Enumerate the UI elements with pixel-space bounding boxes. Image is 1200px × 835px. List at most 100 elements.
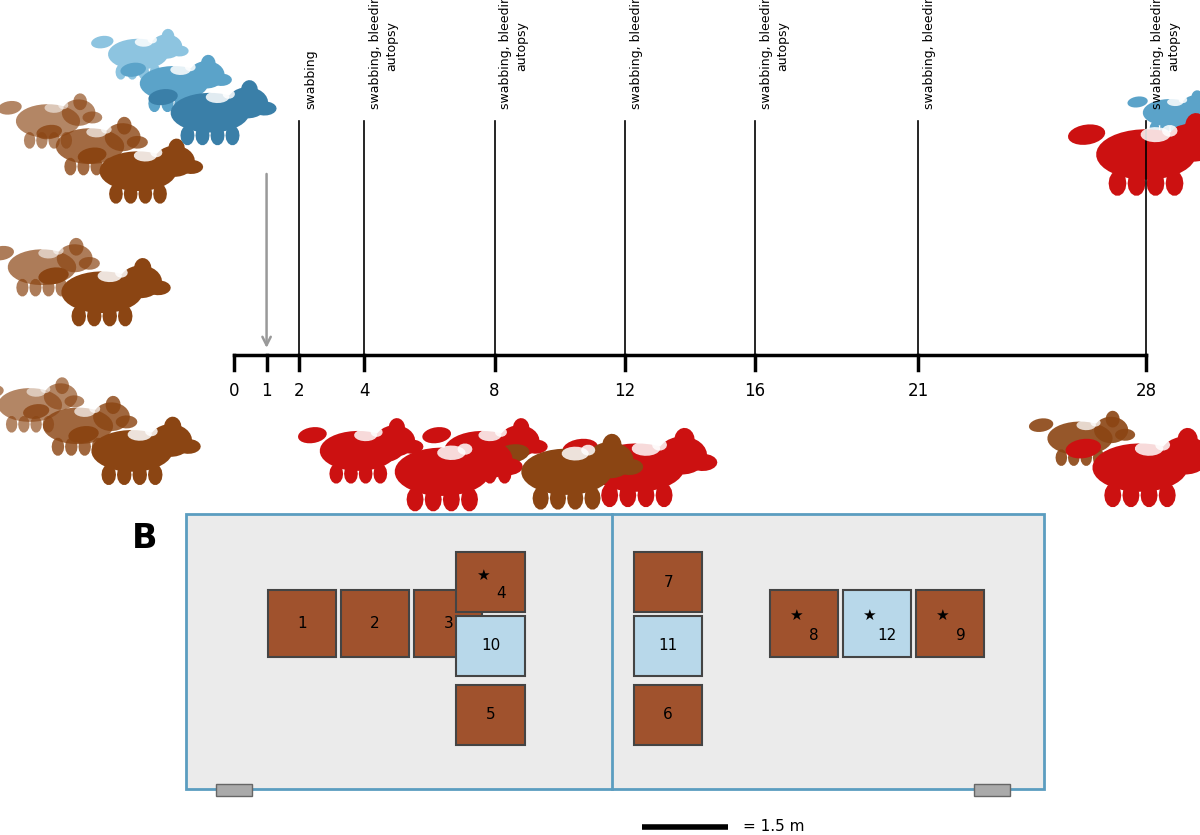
Polygon shape [563,438,598,458]
Polygon shape [91,430,173,472]
Polygon shape [168,139,185,159]
Polygon shape [586,442,634,478]
Polygon shape [150,424,192,457]
Polygon shape [1093,449,1104,466]
Polygon shape [463,441,512,478]
Polygon shape [72,306,86,326]
Polygon shape [619,483,636,507]
Text: 11: 11 [659,638,678,653]
Polygon shape [206,91,229,103]
Polygon shape [65,395,84,407]
Polygon shape [52,438,64,456]
Polygon shape [1165,171,1183,195]
Polygon shape [344,464,358,483]
Polygon shape [134,258,151,279]
Polygon shape [480,432,500,456]
Text: 6: 6 [664,707,673,722]
Polygon shape [1141,127,1170,142]
Polygon shape [36,132,48,149]
Polygon shape [498,464,511,483]
Polygon shape [550,487,566,509]
Polygon shape [43,407,113,444]
Polygon shape [1159,483,1176,507]
Polygon shape [174,95,187,112]
Polygon shape [1066,438,1102,458]
Polygon shape [188,61,224,89]
Polygon shape [79,257,100,270]
Polygon shape [444,431,521,471]
Polygon shape [44,103,64,113]
Polygon shape [1115,429,1135,441]
Polygon shape [118,306,132,326]
Polygon shape [164,417,181,438]
Polygon shape [512,418,529,438]
Bar [456,553,524,613]
Text: 2: 2 [294,382,305,400]
Polygon shape [97,270,122,282]
Bar [268,590,336,657]
Polygon shape [118,117,132,134]
Polygon shape [652,439,667,451]
Polygon shape [688,453,718,471]
Polygon shape [354,429,377,441]
Polygon shape [1170,122,1180,135]
Text: 0: 0 [229,382,239,400]
Bar [842,590,911,657]
Polygon shape [23,404,49,419]
Polygon shape [1156,439,1170,451]
Text: 8: 8 [490,382,500,400]
Polygon shape [61,271,143,313]
Polygon shape [134,149,157,161]
Polygon shape [298,427,326,443]
Polygon shape [170,64,191,75]
Text: swabbing, bleeding: swabbing, bleeding [630,0,643,109]
Polygon shape [43,416,54,433]
Polygon shape [56,129,125,164]
Polygon shape [499,425,540,457]
Polygon shape [150,148,162,157]
Polygon shape [44,383,78,410]
Polygon shape [145,281,170,296]
Polygon shape [227,87,268,119]
Bar [769,590,838,657]
Polygon shape [145,427,157,436]
Polygon shape [78,438,91,456]
Polygon shape [89,404,101,413]
Polygon shape [102,306,118,326]
Polygon shape [252,101,277,115]
Polygon shape [1186,113,1200,139]
Polygon shape [0,101,22,114]
Polygon shape [24,132,35,149]
Polygon shape [1080,449,1092,466]
Polygon shape [457,443,473,455]
Polygon shape [102,464,116,485]
Polygon shape [0,388,62,422]
Text: 8: 8 [809,628,818,643]
Polygon shape [0,385,4,398]
Polygon shape [496,444,529,463]
Polygon shape [655,483,672,507]
Polygon shape [1142,99,1198,126]
Polygon shape [196,126,210,145]
Polygon shape [568,487,583,509]
Polygon shape [120,266,162,298]
Polygon shape [180,126,194,145]
Polygon shape [65,438,78,456]
Polygon shape [115,64,126,79]
Polygon shape [1076,420,1096,430]
Text: ★: ★ [788,608,803,623]
Polygon shape [148,36,157,43]
Text: 1: 1 [298,616,307,631]
Polygon shape [658,437,707,474]
Polygon shape [1150,122,1159,135]
Polygon shape [1181,122,1190,135]
Polygon shape [1105,411,1120,428]
Polygon shape [1109,171,1127,195]
Polygon shape [1178,97,1187,103]
Polygon shape [132,464,148,485]
Polygon shape [127,136,148,149]
Polygon shape [1192,90,1200,104]
Text: 5: 5 [486,707,496,722]
Polygon shape [1048,422,1112,455]
Polygon shape [180,159,203,174]
